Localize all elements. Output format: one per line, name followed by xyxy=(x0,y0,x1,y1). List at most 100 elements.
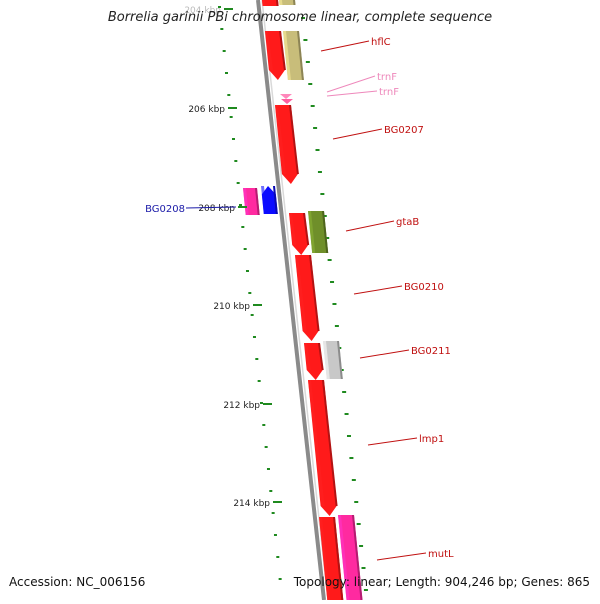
track-dot xyxy=(346,435,351,437)
gene-label: trnF xyxy=(379,87,399,98)
chromosome-backbone-highlight xyxy=(261,0,329,601)
kbp-tick-label: 214 kbp xyxy=(233,499,270,509)
kbp-tick-label: 204 kbp xyxy=(184,6,221,16)
gene-bg0210-light xyxy=(295,255,307,331)
gene-hflc-shade xyxy=(297,31,304,80)
track-dot xyxy=(259,402,263,404)
gene-mutl xyxy=(338,515,363,600)
gene-cds-top-light xyxy=(262,0,266,6)
gene-label: gtaB xyxy=(396,217,419,228)
track-dot xyxy=(252,336,256,338)
track-dot xyxy=(334,325,339,327)
gene-cds-gtab-left-shade xyxy=(303,213,310,245)
track-dot xyxy=(278,578,282,580)
gene-label-leader xyxy=(326,75,376,93)
kbp-tick-label: 208 kbp xyxy=(198,204,235,214)
track-dot xyxy=(238,204,242,206)
gene-cds-top xyxy=(262,0,279,6)
gene-labels: hflC trnF trnF BG0207 BG0208 gtaB BG0210 BG0211… xyxy=(145,37,454,561)
track-dot xyxy=(220,28,224,30)
track-dot xyxy=(303,39,308,41)
gene-bg0208-shade xyxy=(273,186,278,214)
gene-label-leader xyxy=(185,206,237,209)
gene-label: trnF xyxy=(377,72,397,83)
gene-cds-bg0211-left xyxy=(304,343,324,380)
gene-cds-bg0211-left-shade xyxy=(318,343,324,370)
track-dot xyxy=(356,523,361,525)
track-dot xyxy=(271,512,275,514)
track-dot xyxy=(236,182,240,184)
track-dot xyxy=(310,105,315,107)
track-dot xyxy=(315,149,320,151)
kbp-tick-label: 212 kbp xyxy=(223,401,260,411)
gene-lmp1-shade xyxy=(322,380,338,506)
track-dot xyxy=(266,468,270,470)
track-dot xyxy=(359,545,364,547)
track-dot xyxy=(243,248,247,250)
track-dot xyxy=(361,567,366,569)
gene-gtab-light xyxy=(308,211,316,253)
kbp-tick-mark xyxy=(224,8,233,10)
gene-label-leader xyxy=(353,285,403,295)
track-dot xyxy=(351,479,356,481)
kbp-tick-mark xyxy=(263,403,272,405)
gene-khaki-top-shade xyxy=(293,0,296,5)
gene-cds-gtab-left-light xyxy=(289,213,297,245)
kbp-tick-mark xyxy=(238,206,247,208)
gene-bg0207-light xyxy=(275,105,286,174)
gene-bg0210 xyxy=(295,255,320,341)
kbp-tick-mark xyxy=(253,304,262,306)
gene-label-leader xyxy=(345,220,395,232)
track-dot xyxy=(354,501,359,503)
trnf-chevron-1 xyxy=(280,94,292,99)
track-dot xyxy=(262,424,266,426)
kbp-tick-label: 206 kbp xyxy=(188,105,225,115)
track-dot xyxy=(320,193,325,195)
gene-cds-hflc-left xyxy=(265,31,286,80)
track-dot xyxy=(269,490,273,492)
gene-label-leader xyxy=(332,128,383,140)
map-title: Borrelia garinii PBi chromosome linear, … xyxy=(107,10,493,25)
track-dot xyxy=(273,534,277,536)
gene-label: lmp1 xyxy=(419,434,444,445)
gene-bg0208-magenta-shade xyxy=(255,188,260,215)
track-dot xyxy=(332,303,337,305)
track-dot xyxy=(342,391,347,393)
trnf-chevron-2 xyxy=(281,99,293,104)
track-dot xyxy=(264,446,268,448)
track-dot xyxy=(317,171,322,173)
track-dot xyxy=(330,281,335,283)
gene-label: BG0210 xyxy=(404,282,444,293)
track-dot xyxy=(218,6,221,8)
gene-cds-bottom-light xyxy=(319,517,331,600)
gene-label-leader xyxy=(320,40,370,52)
gene-label: BG0207 xyxy=(384,125,424,136)
gene-mutl-body xyxy=(338,515,363,600)
gene-cds-hflc-left-light xyxy=(265,31,273,70)
gene-cds-bottom-shade xyxy=(333,517,344,600)
gene-lmp1-body xyxy=(308,380,337,516)
track-dot xyxy=(308,83,313,85)
track-dot xyxy=(224,72,228,74)
track-dot xyxy=(222,50,226,52)
gene-gtab-shade xyxy=(322,211,329,253)
track-dot xyxy=(250,314,254,316)
track-dot xyxy=(276,556,280,558)
gene-cds-top-shade xyxy=(276,0,279,6)
gene-hflc xyxy=(283,31,304,80)
kbp-tick-label: 210 kbp xyxy=(213,302,250,312)
gene-label-leader xyxy=(359,349,410,359)
track-dot xyxy=(313,127,318,129)
track-dot xyxy=(248,292,252,294)
gene-label-leader xyxy=(326,90,378,97)
gene-bg0207-shade xyxy=(289,105,299,174)
gene-cds-hflc-left-shade xyxy=(279,31,286,70)
kbp-tick-mark xyxy=(273,501,282,503)
gene-bg0208 xyxy=(261,186,278,214)
track-dot xyxy=(229,116,233,118)
track-dot xyxy=(322,215,327,217)
gene-cds-bottom xyxy=(319,517,344,600)
gene-label: mutL xyxy=(428,549,454,560)
